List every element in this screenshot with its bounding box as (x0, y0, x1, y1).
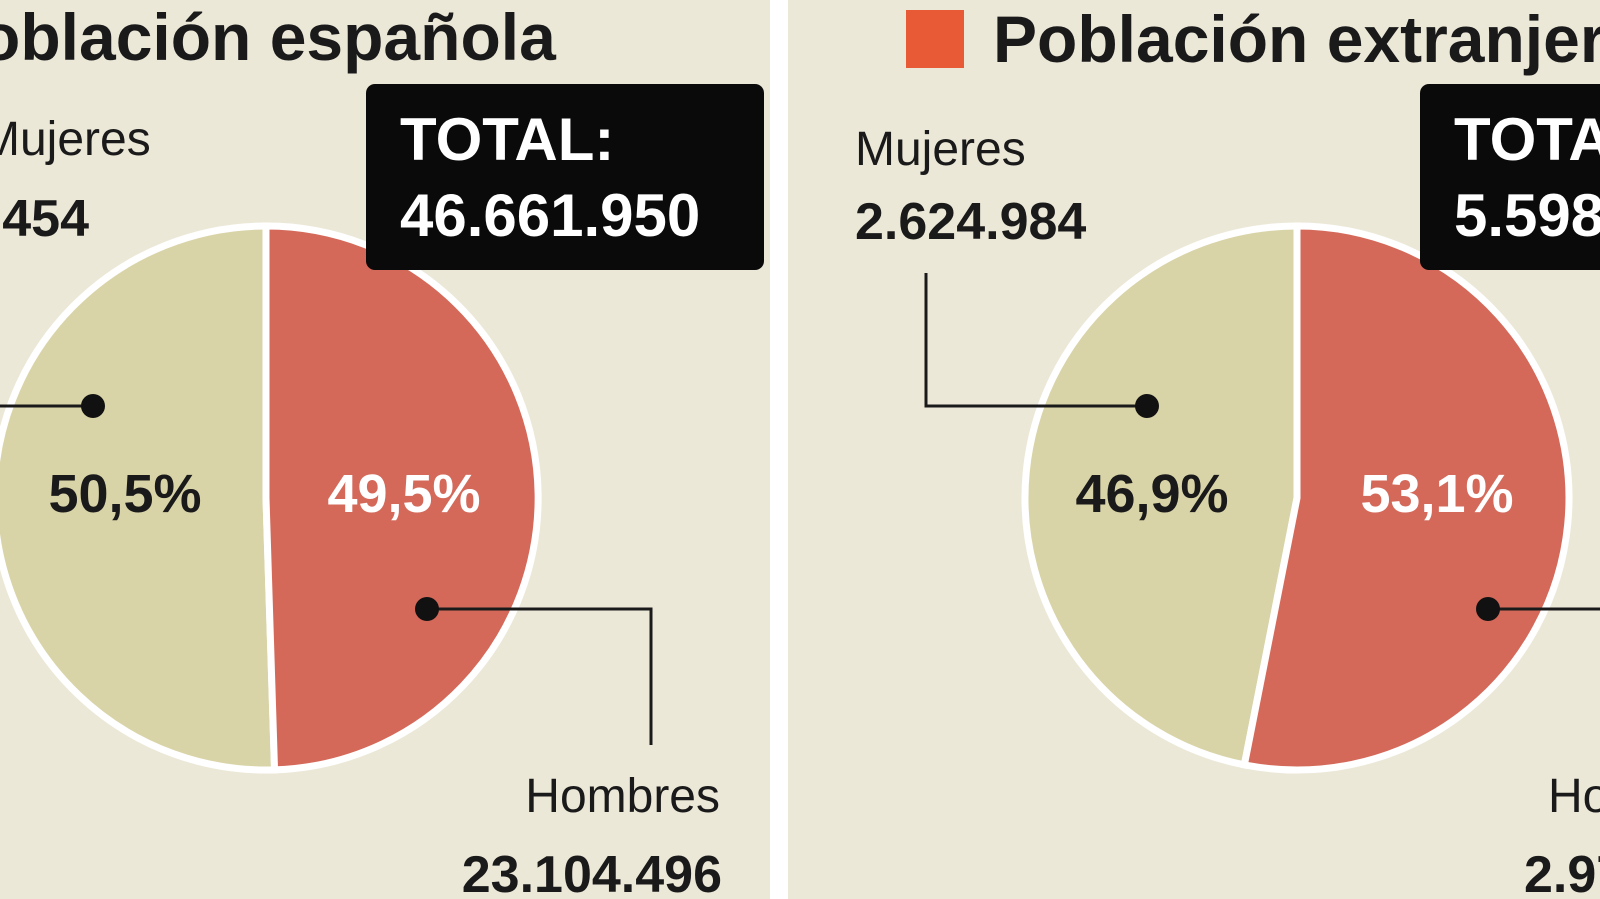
callout-label-hombres: Hombres (1548, 770, 1600, 823)
callout-hombres-extranjera: Hombres 2.973.707 (1476, 597, 1600, 899)
pie-percent-label-mujeres: 46,9% (1075, 464, 1228, 524)
callout-value-mujeres: 2.624.984 (855, 193, 1086, 251)
callout-label-hombres: Hombres (525, 770, 720, 823)
pie-espanola (0, 222, 542, 774)
callout-label-mujeres: Mujeres (855, 123, 1026, 176)
total-value: 5.598.691 (1454, 182, 1600, 249)
callout-leader-line (924, 273, 1147, 408)
panel-espanola: Población española 50,5% 49,5% Mujeres 2… (0, 0, 764, 899)
total-box-extranjera: TOTAL: 5.598.691 (1420, 84, 1600, 270)
pie-slice-mujeres (0, 222, 279, 774)
callout-dot (1135, 394, 1159, 418)
callout-value-hombres: 23.104.496 (462, 846, 722, 899)
panel-extranjera: Población extranjera 46,9% 53,1% Mujeres… (855, 2, 1600, 899)
callout-mujeres-extranjera: Mujeres 2.624.984 (855, 123, 1159, 418)
total-box-espanola: TOTAL: 46.661.950 (366, 84, 764, 270)
total-box-background (366, 84, 764, 270)
panel-title-extranjera: Población extranjera (993, 2, 1600, 76)
total-value: 46.661.950 (400, 182, 700, 249)
pie-percent-label-mujeres: 50,5% (48, 464, 201, 524)
pie-percent-label-hombres: 49,5% (327, 464, 480, 524)
pie-extranjera (1021, 222, 1573, 774)
total-box-background (1420, 84, 1600, 270)
total-label: TOTAL: (1454, 106, 1600, 173)
callout-mujeres-espanola: Mujeres 23.557.454 (0, 113, 151, 418)
pie-slice-mujeres (1021, 222, 1301, 769)
panel-title-espanola: Población española (0, 0, 557, 74)
panel-divider (770, 0, 788, 899)
callout-leader-line (427, 607, 653, 745)
pie-percent-label-hombres: 53,1% (1360, 464, 1513, 524)
callout-leader-line (0, 404, 93, 408)
callout-hombres-espanola: Hombres 23.104.496 (415, 597, 722, 899)
callout-value-hombres: 2.973.707 (1524, 846, 1600, 899)
callout-dot (1476, 597, 1500, 621)
total-label: TOTAL: (400, 106, 614, 173)
callout-label-mujeres: Mujeres (0, 113, 151, 166)
callout-dot (415, 597, 439, 621)
legend-square-icon (906, 10, 964, 68)
callout-dot (81, 394, 105, 418)
callout-value-mujeres: 23.557.454 (0, 190, 89, 248)
